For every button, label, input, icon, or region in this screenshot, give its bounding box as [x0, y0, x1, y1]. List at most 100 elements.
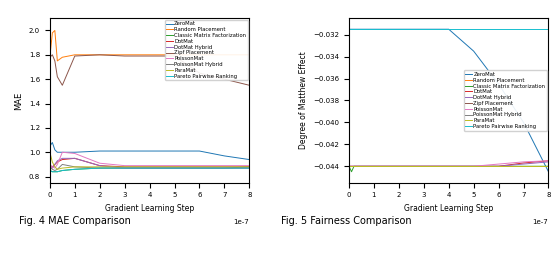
- Pareto Pairwise Ranking: [96, 167, 103, 170]
- PoissonMat Hybrid: [545, 165, 552, 168]
- DotMat: [495, 165, 502, 168]
- ParaMat: [221, 165, 228, 168]
- DotMat Hybrid: [47, 167, 53, 170]
- PoissonMat: [171, 164, 178, 167]
- ParaMat: [520, 165, 527, 168]
- DotMat Hybrid: [396, 165, 402, 168]
- Zipf Placement: [353, 165, 360, 168]
- Text: Fig. 4 MAE Comparison: Fig. 4 MAE Comparison: [19, 216, 131, 227]
- Random Placement: [520, 165, 527, 168]
- Zipf Placement: [495, 165, 502, 168]
- Classic Matrix Factorization: [545, 165, 552, 168]
- ParaMat: [171, 165, 178, 168]
- ZeroMat: [520, 121, 527, 124]
- Random Placement: [171, 53, 178, 56]
- DotMat: [470, 165, 477, 168]
- DotMat: [420, 165, 427, 168]
- Classic Matrix Factorization: [348, 170, 355, 173]
- PoissonMat Hybrid: [358, 165, 365, 168]
- Classic Matrix Factorization: [146, 167, 153, 170]
- ParaMat: [445, 165, 452, 168]
- DotMat: [353, 165, 360, 168]
- Zipf Placement: [71, 55, 78, 58]
- DotMat: [71, 157, 78, 160]
- ParaMat: [47, 151, 53, 154]
- Pareto Pairwise Ranking: [47, 169, 53, 172]
- PoissonMat Hybrid: [221, 167, 228, 170]
- Pareto Pairwise Ranking: [121, 167, 128, 170]
- Line: DotMat: DotMat: [349, 161, 548, 166]
- ZeroMat: [346, 28, 352, 31]
- ParaMat: [196, 165, 203, 168]
- Random Placement: [358, 165, 365, 168]
- ParaMat: [52, 165, 58, 168]
- Classic Matrix Factorization: [358, 165, 365, 168]
- DotMat: [196, 165, 203, 168]
- PoissonMat: [371, 165, 377, 168]
- Random Placement: [54, 59, 61, 62]
- DotMat: [246, 165, 253, 168]
- DotMat: [371, 165, 377, 168]
- PoissonMat Hybrid: [52, 169, 58, 172]
- Random Placement: [396, 165, 402, 168]
- Random Placement: [545, 165, 552, 168]
- Classic Matrix Factorization: [396, 165, 402, 168]
- ZeroMat: [495, 82, 502, 86]
- DotMat Hybrid: [221, 167, 228, 170]
- Classic Matrix Factorization: [196, 167, 203, 170]
- DotMat: [351, 165, 357, 168]
- Zipf Placement: [47, 56, 53, 59]
- Random Placement: [196, 53, 203, 56]
- DotMat: [445, 165, 452, 168]
- DotMat: [59, 158, 66, 161]
- Classic Matrix Factorization: [171, 167, 178, 170]
- Pareto Pairwise Ranking: [49, 170, 55, 173]
- PoissonMat Hybrid: [196, 167, 203, 170]
- Zipf Placement: [545, 165, 552, 168]
- Legend: ZeroMat, Random Placement, Classic Matrix Factorization, DotMat, DotMat Hybrid, : ZeroMat, Random Placement, Classic Matri…: [165, 20, 248, 80]
- PoissonMat Hybrid: [96, 167, 103, 170]
- Pareto Pairwise Ranking: [358, 28, 365, 31]
- Legend: ZeroMat, Random Placement, Classic Matrix Factorization, DotMat, DotMat Hybrid, : ZeroMat, Random Placement, Classic Matri…: [464, 70, 547, 131]
- Pareto Pairwise Ranking: [54, 170, 61, 173]
- Pareto Pairwise Ranking: [470, 28, 477, 31]
- DotMat Hybrid: [196, 167, 203, 170]
- PoissonMat: [52, 167, 58, 170]
- Random Placement: [420, 165, 427, 168]
- Zipf Placement: [221, 78, 228, 81]
- X-axis label: Gradient Learning Step: Gradient Learning Step: [404, 204, 494, 213]
- Zipf Placement: [396, 165, 402, 168]
- PoissonMat: [146, 164, 153, 167]
- ZeroMat: [545, 170, 552, 173]
- DotMat Hybrid: [358, 165, 365, 168]
- Zipf Placement: [348, 165, 355, 168]
- PoissonMat: [495, 163, 502, 166]
- Zipf Placement: [470, 165, 477, 168]
- Random Placement: [52, 29, 58, 32]
- DotMat Hybrid: [520, 163, 527, 166]
- DotMat Hybrid: [246, 167, 253, 170]
- ZeroMat: [121, 150, 128, 153]
- DotMat: [221, 165, 228, 168]
- Classic Matrix Factorization: [221, 167, 228, 170]
- ZeroMat: [52, 148, 58, 151]
- DotMat Hybrid: [59, 157, 66, 160]
- ZeroMat: [71, 151, 78, 154]
- ZeroMat: [54, 151, 61, 154]
- Zipf Placement: [59, 84, 66, 87]
- DotMat Hybrid: [470, 165, 477, 168]
- DotMat Hybrid: [371, 165, 377, 168]
- PoissonMat Hybrid: [351, 165, 357, 168]
- DotMat Hybrid: [49, 167, 55, 170]
- DotMat: [171, 165, 178, 168]
- ParaMat: [71, 165, 78, 168]
- PoissonMat Hybrid: [121, 167, 128, 170]
- PoissonMat Hybrid: [54, 168, 61, 171]
- Classic Matrix Factorization: [353, 165, 360, 168]
- Pareto Pairwise Ranking: [52, 170, 58, 173]
- Random Placement: [371, 165, 377, 168]
- Zipf Placement: [445, 165, 452, 168]
- DotMat: [146, 165, 153, 168]
- ParaMat: [353, 165, 360, 168]
- Line: PoissonMat Hybrid: PoissonMat Hybrid: [50, 164, 249, 170]
